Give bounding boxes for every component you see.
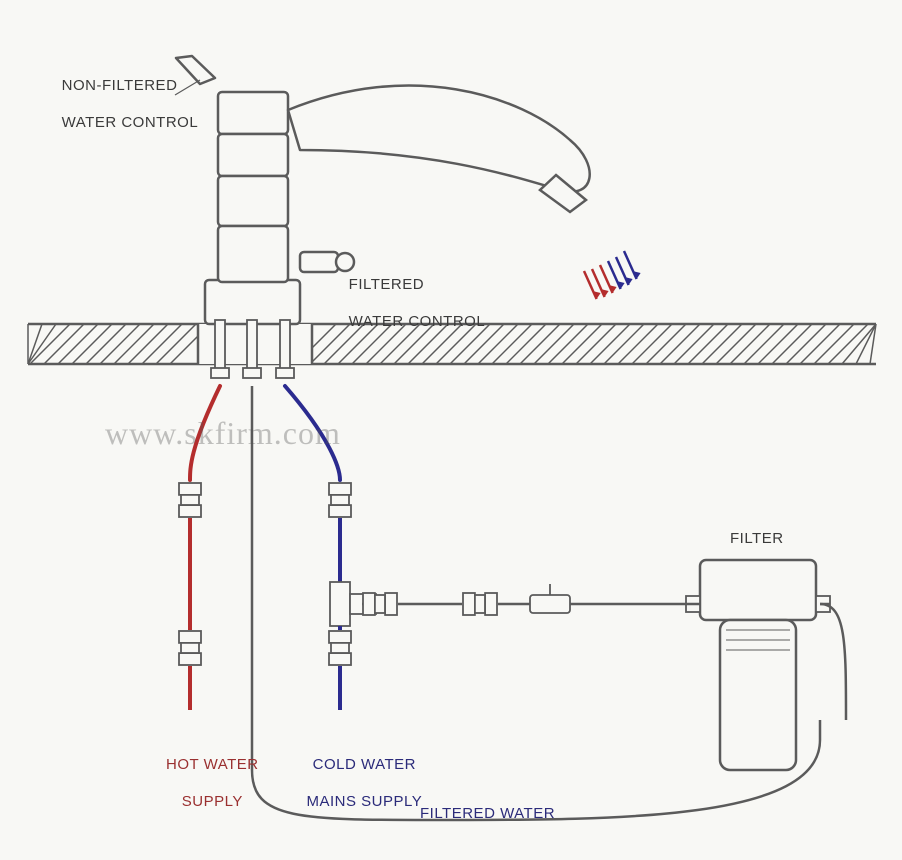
label-filtered-control-line1: FILTERED xyxy=(349,276,424,293)
label-hot-supply-line1: HOT WATER xyxy=(166,756,259,773)
watermark: www.skfirm.com xyxy=(105,415,341,452)
label-cold-supply-line1: COLD WATER xyxy=(313,756,416,773)
label-filtered-control-line2: WATER CONTROL xyxy=(349,313,486,330)
label-cold-supply-line2: MAINS SUPPLY xyxy=(306,793,422,810)
label-filtered-control: FILTERED WATER CONTROL xyxy=(330,257,485,351)
label-hot-supply-line2: SUPPLY xyxy=(182,793,243,810)
diagram-stage: NON-FILTERED WATER CONTROL FILTERED WATE… xyxy=(0,0,902,860)
label-non-filtered-line2: WATER CONTROL xyxy=(62,114,199,131)
label-filter: FILTER xyxy=(730,530,784,549)
label-filtered-water: FILTERED WATER xyxy=(420,805,555,824)
label-non-filtered-line1: NON-FILTERED xyxy=(62,77,178,94)
label-non-filtered: NON-FILTERED WATER CONTROL xyxy=(43,58,198,152)
